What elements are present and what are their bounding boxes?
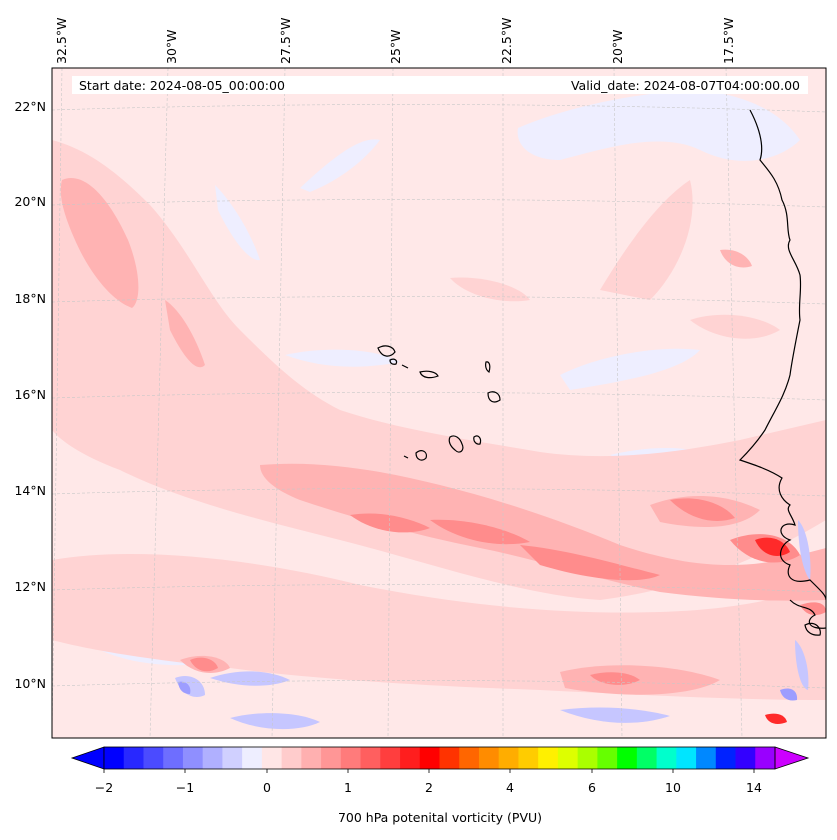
colorbar-bin [597, 747, 618, 769]
colorbar-ticks [103, 769, 755, 773]
colorbar-bin [321, 747, 342, 769]
colorbar-tick-label: 6 [588, 780, 596, 795]
colorbar-bin [182, 747, 204, 769]
colorbar-bin [696, 747, 717, 769]
colorbar-tick-label: 10 [665, 780, 681, 795]
colorbar-bin [380, 747, 401, 769]
colorbar-extend-high [774, 746, 810, 770]
lat-label: 10°N [14, 676, 46, 691]
lat-label: 22°N [14, 99, 46, 114]
lon-label: 25°W [388, 29, 403, 64]
colorbar-bins [104, 747, 776, 769]
colorbar-bin [104, 747, 125, 769]
colorbar: −2 −1 0 1 2 4 6 10 14 700 hPa potenital … [70, 746, 810, 825]
colorbar-bin [222, 747, 243, 769]
colorbar-bin [163, 747, 184, 769]
colorbar-bin [538, 747, 559, 769]
colorbar-bin [577, 747, 598, 769]
lat-label: 12°N [14, 579, 46, 594]
colorbar-bin [261, 747, 283, 769]
colorbar-bin [656, 747, 677, 769]
start-date-box [72, 76, 302, 94]
colorbar-tick-label: 2 [425, 780, 433, 795]
lon-label: 20°W [610, 29, 625, 64]
colorbar-bin [617, 747, 638, 769]
colorbar-bin [202, 747, 223, 769]
colorbar-bin [340, 747, 361, 769]
lon-label: 32.5°W [54, 18, 69, 64]
lon-label: 27.5°W [278, 18, 293, 64]
colorbar-bin [143, 747, 164, 769]
latitude-labels: 22°N 20°N 18°N 16°N 14°N 12°N 10°N [14, 99, 46, 691]
colorbar-bin [498, 747, 519, 769]
colorbar-bin [400, 747, 421, 769]
colorbar-tick-label: 14 [746, 780, 762, 795]
africa-coastline [738, 109, 826, 601]
valid-date-label: Valid_date: 2024-08-07T04:00:00.00 [571, 78, 800, 93]
colorbar-extend-low [70, 746, 105, 770]
lon-label: 22.5°W [499, 18, 514, 64]
colorbar-bin [735, 747, 756, 769]
colorbar-bin [715, 747, 736, 769]
colorbar-tick-label: 0 [263, 780, 271, 795]
colorbar-bin [676, 747, 697, 769]
lon-label: 17.5°W [721, 18, 736, 64]
colorbar-tick-label: 4 [506, 780, 514, 795]
colorbar-tick-label: 1 [344, 780, 352, 795]
map-panel: Start date: 2024-08-05_00:00:00 Valid_da… [52, 68, 826, 738]
lon-label: 30°W [164, 29, 179, 64]
pv-negative-strong-areas [178, 681, 798, 701]
lat-label: 16°N [14, 387, 46, 402]
colorbar-tick-label: −1 [176, 780, 194, 795]
pv-positive-light-areas [52, 140, 826, 700]
coastlines [377, 109, 826, 636]
colorbar-bin [419, 747, 440, 769]
colorbar-bin [636, 747, 657, 769]
pv-positive-strong-areas [190, 498, 826, 685]
graticule [52, 68, 826, 738]
colorbar-title: 700 hPa potenital vorticity (PVU) [338, 810, 542, 825]
colorbar-bin [439, 747, 460, 769]
start-date-label: Start date: 2024-08-05_00:00:00 [79, 78, 285, 93]
colorbar-bin [242, 747, 263, 769]
colorbar-bin [557, 747, 579, 769]
colorbar-bin [360, 747, 381, 769]
colorbar-bin [755, 747, 776, 769]
colorbar-bin [281, 747, 302, 769]
colorbar-bin [123, 747, 144, 769]
map-frame [51, 67, 827, 739]
colorbar-bin [478, 747, 500, 769]
valid-date-box [300, 76, 808, 94]
lat-label: 14°N [14, 483, 46, 498]
colorbar-bin [518, 747, 539, 769]
colorbar-frame [103, 746, 776, 770]
longitude-labels: 32.5°W 30°W 27.5°W 25°W 22.5°W 20°W 17.5… [54, 18, 736, 64]
colorbar-bin [459, 747, 480, 769]
pv-negative-moderate-areas [175, 520, 811, 730]
lat-label: 20°N [14, 194, 46, 209]
colorbar-tick-label: −2 [95, 780, 113, 795]
cape-verde-islands [377, 345, 501, 461]
colorbar-bin [301, 747, 322, 769]
lat-label: 18°N [14, 291, 46, 306]
